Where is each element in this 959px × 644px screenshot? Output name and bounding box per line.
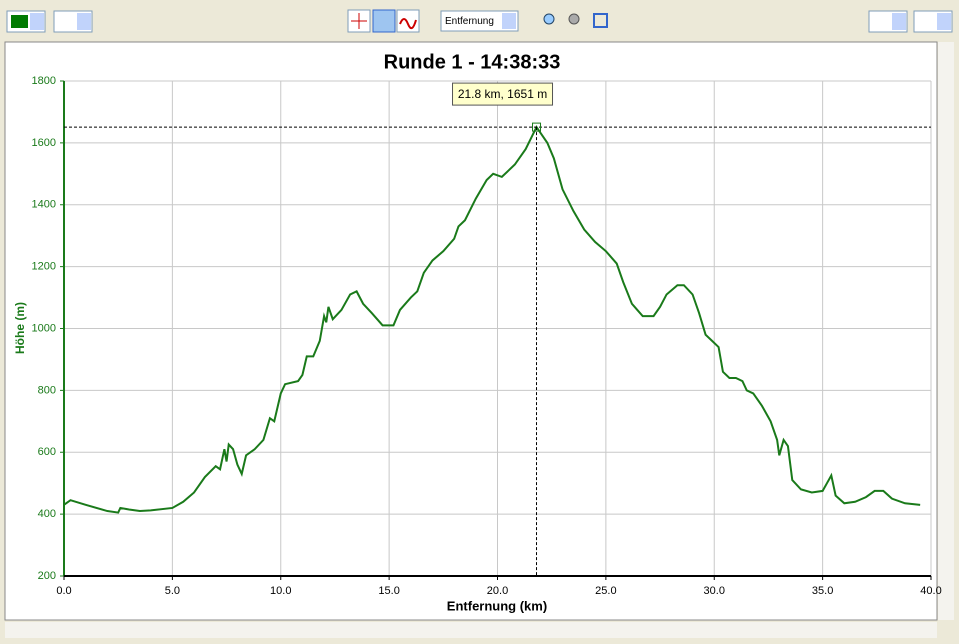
color-swatch xyxy=(11,15,28,28)
elevation-line xyxy=(63,125,921,514)
zoom-in-button[interactable] xyxy=(543,13,555,25)
x-tick-label: 40.0 xyxy=(920,585,941,597)
fill-button[interactable] xyxy=(372,9,396,33)
dropdown-arrow xyxy=(77,13,91,30)
vertical-scrollbar[interactable] xyxy=(938,42,954,620)
x-tick-label: 10.0 xyxy=(270,585,291,597)
tooltip-text: 21.8 km, 1651 m xyxy=(458,87,547,101)
tooltip-box xyxy=(452,82,554,106)
x-tick-label: 0.0 xyxy=(56,585,71,597)
chart-title: Runde 1 - 14:38:33 xyxy=(384,51,561,73)
y-tick-label: 800 xyxy=(38,384,56,396)
y-tick-label: 400 xyxy=(38,508,56,520)
x-tick-label: 30.0 xyxy=(704,585,725,597)
x-tick-label: 25.0 xyxy=(595,585,616,597)
curve-icon xyxy=(399,18,417,30)
zoom-fit-button[interactable] xyxy=(593,13,608,28)
dropdown-arrow xyxy=(502,13,516,29)
x-tick-label: 15.0 xyxy=(378,585,399,597)
y-tick-label: 600 xyxy=(38,446,56,458)
dropdown-arrow xyxy=(937,13,951,30)
zoom-out-button[interactable] xyxy=(568,13,580,25)
y-tick-label: 1800 xyxy=(32,75,56,87)
dropdown-arrow xyxy=(30,13,44,30)
y-axis-label: Höhe (m) xyxy=(13,302,27,354)
crosshair-icon xyxy=(351,13,367,29)
dropdown-arrow xyxy=(892,13,906,30)
chart-panel xyxy=(4,41,938,621)
x-tick-label: 20.0 xyxy=(487,585,508,597)
axis-select[interactable] xyxy=(440,10,519,32)
axis-select-label: Entfernung xyxy=(445,16,494,27)
horizontal-scrollbar[interactable] xyxy=(5,622,937,638)
x-tick-label: 5.0 xyxy=(165,585,180,597)
x-tick-label: 35.0 xyxy=(812,585,833,597)
y-tick-label: 200 xyxy=(38,570,56,582)
y-tick-label: 1000 xyxy=(32,322,56,334)
y-tick-label: 1200 xyxy=(32,261,56,273)
y-tick-label: 1600 xyxy=(32,137,56,149)
y-tick-label: 1400 xyxy=(32,199,56,211)
crosshair-marker xyxy=(532,122,542,132)
x-axis-label: Entfernung (km) xyxy=(447,598,547,613)
